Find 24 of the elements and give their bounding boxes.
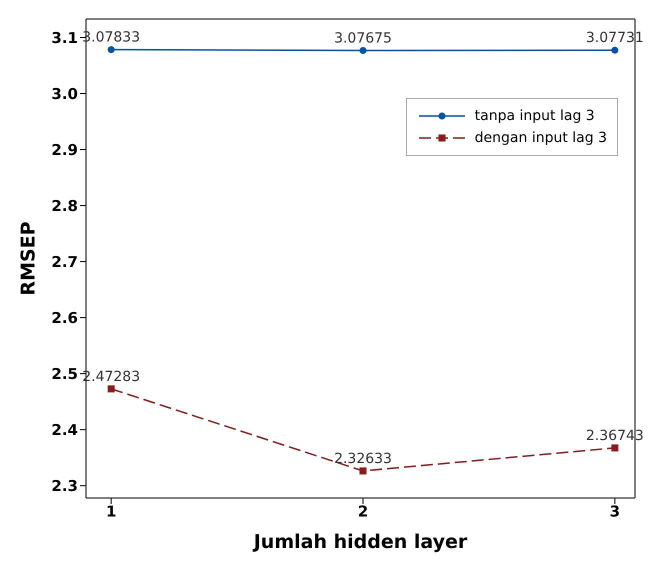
point [360,467,367,474]
x-tick-label: 1 [106,502,116,521]
data-label: 3.07675 [334,30,392,47]
legend-label: dengan input lag 3 [474,129,607,148]
legend-label: tanpa input lag 3 [474,107,595,126]
y-tick-label: 3.1 [51,28,78,47]
y-tick-label: 2.7 [51,252,78,271]
point [611,46,618,54]
data-label: 2.32633 [334,450,392,467]
y-tick-label: 3.0 [51,84,78,103]
y-tick-label: 2.6 [51,308,78,327]
point [108,385,115,392]
x-tick-label: 2 [358,502,368,521]
y-tick-label: 2.5 [51,364,78,383]
point [611,444,618,452]
y-axis-title: RMSEP [18,221,40,296]
y-tick-label: 2.8 [51,196,78,215]
point [360,47,367,54]
y-tick-label: 2.4 [51,420,78,439]
point [108,46,115,54]
y-tick-label: 2.9 [51,140,78,159]
x-tick-label: 3 [610,502,620,521]
x-axis-title: Jumlah hidden layer [252,531,468,553]
y-tick-label: 2.3 [51,477,78,495]
